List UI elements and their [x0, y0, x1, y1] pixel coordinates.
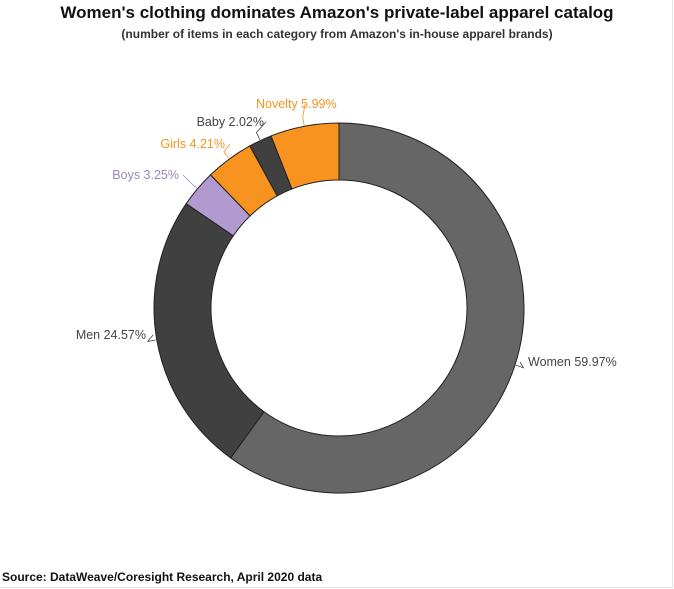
slice-label-women: Women 59.97%: [528, 355, 617, 369]
leader-line-boys: [182, 174, 198, 189]
leader-line-men: [146, 334, 156, 342]
leader-line-baby: [255, 121, 267, 140]
leader-line-novelty: [302, 103, 306, 126]
slice-label-men: Men 24.57%: [76, 328, 146, 342]
source-note: Source: DataWeave/Coresight Research, Ap…: [2, 570, 323, 584]
donut-slices: [153, 122, 525, 494]
slice-novelty: [270, 122, 340, 190]
label-leader-lines: [146, 103, 525, 369]
slice-label-girls: Girls 4.21%: [160, 137, 225, 151]
slice-label-boys: Boys 3.25%: [112, 168, 179, 182]
chart-subtitle: (number of items in each category from A…: [121, 27, 553, 41]
slice-labels: Women 59.97% Men 24.57% Boys 3.25% Girls 4.…: [76, 97, 617, 369]
leader-line-girls: [223, 143, 231, 159]
chart-title: Women's clothing dominates Amazon's priv…: [60, 3, 614, 22]
slice-label-novelty: Novelty 5.99%: [256, 97, 337, 111]
slice-women: [229, 122, 525, 494]
leader-line-women: [515, 361, 525, 369]
slice-men: [153, 203, 265, 459]
slice-label-baby: Baby 2.02%: [197, 115, 264, 129]
